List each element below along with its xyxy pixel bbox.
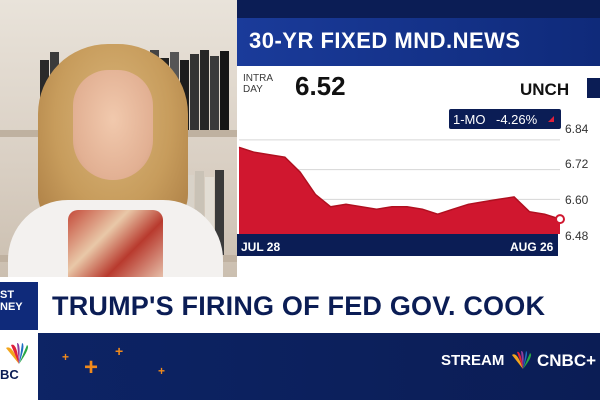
network-name: CNBC+ xyxy=(537,351,597,370)
x-tick-end: AUG 26 xyxy=(510,240,554,254)
presenter xyxy=(8,40,223,277)
change-indicator xyxy=(587,78,600,98)
stream-label: STREAM xyxy=(441,352,505,369)
lower-third-headline-bar xyxy=(0,277,600,333)
y-tick: 6.60 xyxy=(565,193,589,207)
y-tick: 6.72 xyxy=(565,157,589,171)
y-tick: 6.48 xyxy=(565,229,589,243)
cnbc-peacock-icon xyxy=(512,350,532,369)
chart-title: 30-YR FIXED MND.NEWS xyxy=(249,28,521,53)
current-price: 6.52 xyxy=(295,71,346,101)
lower-third-ticker-bar xyxy=(0,333,600,400)
quote-bar xyxy=(237,66,600,104)
period-change: -4.26% xyxy=(496,112,538,127)
video-feed xyxy=(0,0,237,277)
series-line xyxy=(238,146,561,220)
show-brand-tab xyxy=(0,282,38,330)
period-label: 1-MO xyxy=(453,112,486,127)
plus-icon: + xyxy=(158,364,166,378)
plus-icon: + xyxy=(115,343,124,359)
last-point-marker xyxy=(555,214,565,225)
peacock-icon xyxy=(6,342,28,364)
presenter-face xyxy=(73,70,153,180)
area-chart xyxy=(238,139,565,234)
x-tick-start: JUL 28 xyxy=(241,240,281,254)
period-pill xyxy=(449,109,561,129)
change-label: UNCH xyxy=(520,80,570,99)
network-logo-tab xyxy=(0,333,38,400)
headline: TRUMP'S FIRING OF FED GOV. COOK xyxy=(52,291,546,321)
intraday-label: INTRA DAY xyxy=(243,73,273,95)
area-series xyxy=(239,147,560,234)
plus-icon: + xyxy=(84,354,99,381)
down-triangle-icon xyxy=(548,116,554,122)
presenter-scarf xyxy=(68,210,163,277)
show-brand-text: ST NEY xyxy=(0,289,23,313)
chart-title-bar xyxy=(237,18,600,66)
network-logo-text: BC xyxy=(0,367,19,382)
plus-icon: + xyxy=(62,350,70,364)
x-axis-band xyxy=(237,234,558,256)
y-tick: 6.84 xyxy=(565,122,589,136)
